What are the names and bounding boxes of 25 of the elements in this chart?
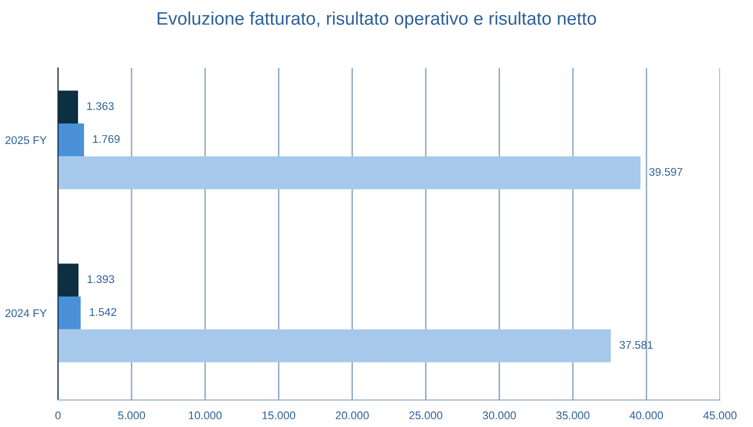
x-tick-label: 15.000 [262, 411, 296, 420]
y-tick-label: 2025 FY [5, 136, 47, 144]
x-tick-label: 40.000 [630, 411, 664, 420]
x-tick-label: 10.000 [188, 411, 222, 420]
x-tick-label: 5.000 [118, 411, 146, 420]
x-tick-label: 25.000 [409, 411, 442, 420]
data-label: 39.597 [649, 168, 682, 176]
chart-title: Evoluzione fatturato, risultato operativo e risultato netto [158, 12, 596, 28]
data-label: 37.581 [620, 340, 653, 349]
bar [58, 90, 78, 124]
x-tick-label: 0 [55, 411, 61, 420]
y-tick-label: 2024 FY [5, 309, 47, 318]
data-label: 1.769 [93, 135, 120, 143]
data-label: 1.393 [88, 275, 114, 284]
bar [58, 296, 81, 330]
x-tick-label: 20.000 [336, 411, 369, 420]
bar [58, 124, 84, 156]
bar [58, 329, 611, 362]
x-tick-label: 45.000 [703, 411, 737, 420]
data-label: 1.542 [90, 308, 116, 316]
x-tick-label: 30.000 [482, 411, 516, 420]
data-label: 1.363 [87, 102, 114, 110]
bar [58, 264, 78, 297]
x-tick-label: 35.000 [556, 411, 590, 420]
bar [58, 156, 641, 190]
